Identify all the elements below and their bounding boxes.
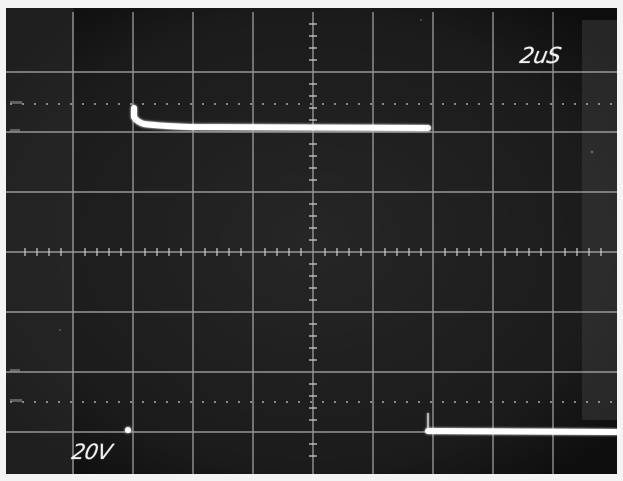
ground-marker-dot xyxy=(125,427,131,433)
reference-dotted-lines xyxy=(10,103,612,403)
left-bezel-shade xyxy=(6,8,74,474)
vertical-scale-label: 20V xyxy=(69,440,114,464)
graticule-grid xyxy=(6,12,617,474)
percent-scale-marks xyxy=(10,101,22,402)
screen-specks xyxy=(59,19,594,331)
waveform-trace xyxy=(125,105,620,435)
timebase-label: 2uS xyxy=(517,44,563,69)
right-bezel-shade xyxy=(582,20,617,420)
center-axis-ticks xyxy=(24,23,602,457)
crt-screen xyxy=(6,8,617,474)
